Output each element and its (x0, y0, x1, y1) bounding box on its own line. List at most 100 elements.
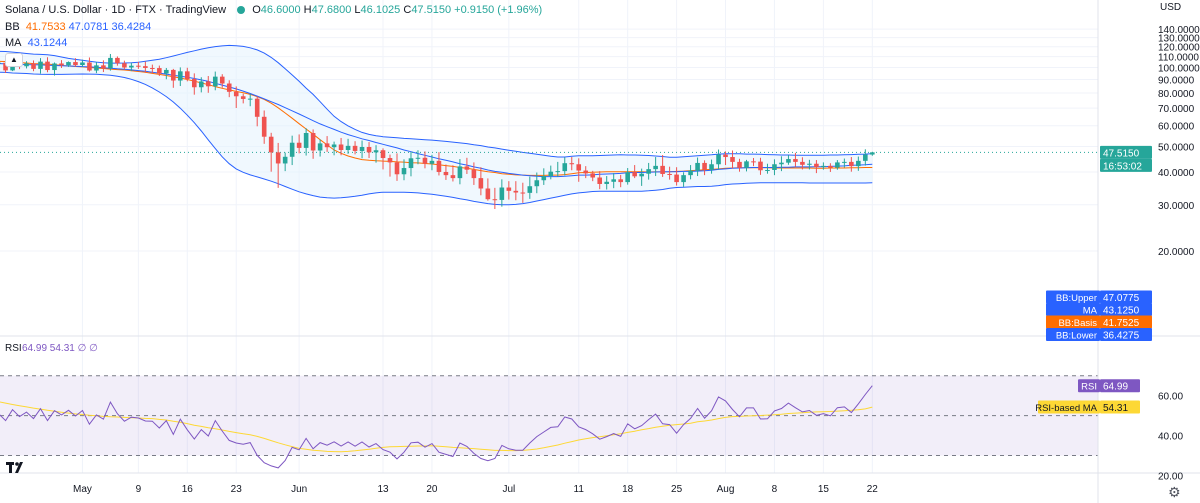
symbol-title[interactable]: Solana / U.S. Dollar · 1D · FTX · Tradin… (5, 4, 227, 16)
candle-body (261, 116, 267, 137)
candle-down (758, 157, 763, 175)
candle-body (254, 98, 260, 117)
indicator-label: MA 43.1250 (1046, 303, 1152, 317)
candle-up (870, 151, 875, 156)
candle-body (667, 173, 672, 175)
rsi-value-name: RSI (1081, 382, 1097, 393)
candle-body (150, 67, 155, 69)
candle-down (261, 110, 267, 144)
candle-body (226, 83, 232, 92)
candle-body (772, 164, 777, 170)
candle-body (744, 161, 749, 168)
rsi-tick-label: 40.00 (1158, 432, 1183, 443)
rsi-title: RSI (5, 343, 22, 354)
candle-body (695, 162, 700, 171)
candle-body (632, 172, 637, 177)
close-label: C (403, 4, 412, 16)
currency-label[interactable]: USD (1160, 2, 1182, 13)
candle-down (87, 57, 92, 72)
bb-legend[interactable]: BB 41.7533 47.0781 36.4284 (5, 21, 151, 33)
candle-body (842, 161, 847, 163)
candle-body (709, 164, 714, 170)
indicator-name: BB:Lower (1056, 331, 1097, 342)
tradingview-logo[interactable] (6, 462, 26, 477)
bb-lower-line (0, 71, 873, 206)
candle-up (555, 161, 561, 177)
candle-down (115, 56, 120, 66)
candle-body (856, 160, 861, 167)
indicator-name-box (1046, 315, 1100, 329)
candle-up (401, 159, 407, 181)
candle-body (555, 171, 561, 173)
candle-down (814, 160, 819, 174)
candle-down (310, 129, 316, 159)
candle-body (464, 166, 470, 170)
candle-body (730, 157, 735, 162)
candle-body (122, 63, 127, 68)
candle-down (226, 80, 232, 98)
time-tick-label: May (73, 484, 92, 495)
ma-value: 43.1244 (27, 37, 68, 49)
candle-up (408, 151, 414, 177)
candle-up (765, 163, 770, 174)
candle-body (282, 156, 288, 164)
candle-body (870, 152, 875, 155)
candle-body (408, 158, 414, 169)
candle-body (450, 175, 456, 179)
price-tick-label: 120.0000 (1158, 43, 1200, 54)
candle-up (716, 149, 721, 170)
indicator-value-box (1100, 290, 1152, 304)
rsi-value-label: RSI-based MA 54.31 (1035, 400, 1140, 414)
candle-body (422, 157, 428, 164)
price-tick-label: 70.0000 (1158, 104, 1195, 115)
candle-down (730, 150, 735, 169)
price-tick-label: 100.0000 (1158, 64, 1200, 75)
last-price-label-text: 47.5150 (1103, 148, 1140, 159)
rsi-value-name-box (1078, 379, 1100, 393)
chevron-up-icon[interactable]: ▲ (5, 53, 23, 67)
candle-down (464, 157, 470, 174)
candle-up (604, 176, 609, 190)
candle-body (590, 173, 596, 178)
candle-down (185, 67, 190, 82)
candle-down (324, 136, 330, 152)
candle-down (849, 157, 854, 172)
candle-body (129, 65, 134, 68)
candle-up (821, 162, 826, 170)
high-value: 47.6800 (311, 4, 352, 16)
candle-body (478, 178, 484, 189)
candle-down (800, 157, 805, 170)
indicator-value: 36.4275 (1103, 331, 1140, 342)
candle-down (492, 187, 498, 210)
candle-body (66, 62, 71, 66)
time-tick-label: Jun (291, 484, 307, 495)
candle-body (737, 161, 742, 168)
ma-legend[interactable]: MA 43.1244 (5, 37, 67, 49)
candle-body (800, 161, 805, 165)
candle-down (569, 157, 575, 171)
candle-body (597, 177, 603, 184)
candle-body (394, 162, 400, 175)
candle-body (849, 161, 854, 167)
time-tick-label: 22 (867, 484, 879, 495)
candle-down (31, 60, 36, 72)
bb-fill (0, 45, 873, 205)
price-tick-label: 30.0000 (1158, 201, 1195, 212)
candle-down (338, 137, 344, 156)
candle-body (136, 65, 141, 67)
candle-body (185, 71, 190, 80)
candle-body (373, 150, 379, 153)
time-tick-label: 23 (231, 484, 243, 495)
candle-body (506, 187, 512, 191)
candle-body (171, 69, 176, 81)
candle-body (576, 164, 582, 171)
candle-down (275, 142, 281, 188)
candle-down (597, 171, 603, 190)
candle-down (352, 141, 358, 155)
candle-body (212, 76, 218, 87)
gear-icon[interactable]: ⚙ (1168, 484, 1181, 500)
candle-body (758, 161, 763, 171)
